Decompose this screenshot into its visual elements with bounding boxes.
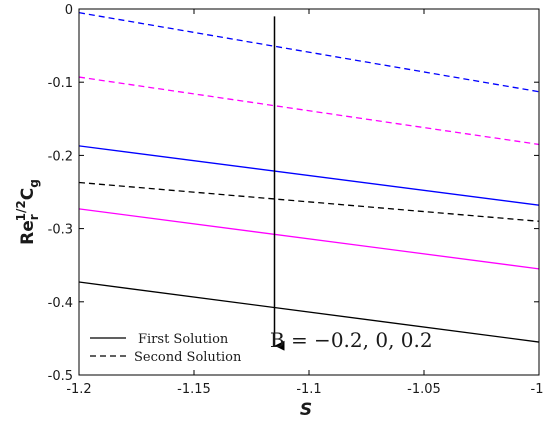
legend-label-second-solution: Second Solution — [134, 350, 242, 365]
y-tick-label: -0.2 — [48, 149, 73, 164]
y-tick-label: -0.1 — [48, 76, 73, 91]
legend: First Solution Second Solution — [90, 332, 242, 365]
y-label-sub2: g — [27, 179, 41, 188]
x-axis-label: S — [300, 400, 312, 420]
series-line-2 — [78, 145, 540, 206]
legend-label-first-solution: First Solution — [138, 332, 229, 347]
x-tick-label: -1.1 — [296, 382, 321, 397]
svg-text:Rer1/2Cg: Rer1/2Cg — [14, 179, 41, 245]
series-line-5 — [78, 281, 540, 343]
y-tick-label: -0.3 — [48, 223, 73, 238]
annotation-label: B = −0.2, 0, 0.2 — [270, 328, 433, 352]
y-tick-label: -0.5 — [48, 369, 73, 384]
plot-frame — [78, 8, 540, 376]
y-axis-label: Rer1/2Cg — [14, 179, 41, 245]
y-tick-label: -0.4 — [48, 296, 73, 311]
x-tick-label: -1 — [531, 382, 544, 397]
series-line-3 — [78, 181, 540, 222]
y-label-base: Re — [18, 220, 38, 245]
series-line-0 — [78, 12, 540, 93]
series-layer — [78, 12, 540, 343]
y-tick-label: 0 — [65, 3, 73, 18]
y-label-main: C — [18, 188, 38, 200]
y-label-sup: 1/2 — [14, 200, 28, 221]
series-line-4 — [78, 208, 540, 270]
x-tick-label: -1.2 — [66, 382, 91, 397]
ticks-layer: -1.2 -1.15 -1.1 -1.05 -1 0 -0.1 -0.2 -0.3 -0.4 -0.… — [48, 3, 544, 397]
series-line-1 — [78, 76, 540, 146]
x-tick-label: -1.05 — [407, 382, 441, 397]
y-label-sub1: r — [27, 214, 41, 220]
x-tick-label: -1.15 — [177, 382, 211, 397]
